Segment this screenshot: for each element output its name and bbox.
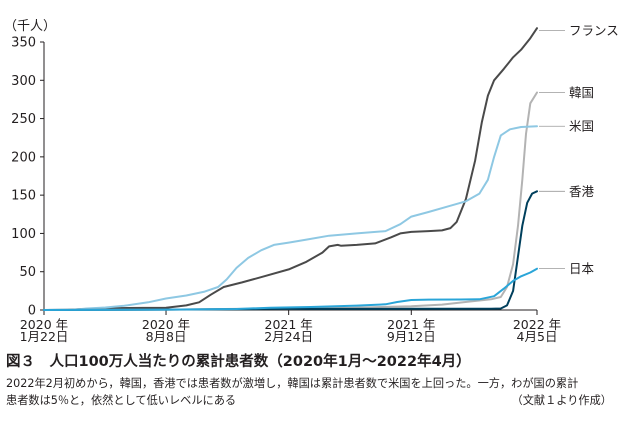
caption-body-line-2: 患者数は5％と，依然として低いレベルにある	[6, 394, 237, 407]
series-line	[43, 27, 538, 311]
series-line	[43, 190, 538, 311]
series-line	[43, 125, 538, 311]
x-tick-label-year: 2022 年	[513, 317, 561, 332]
x-tick-label-date: 1月22日	[20, 329, 69, 344]
y-tick-label: 250	[11, 112, 36, 127]
x-tick-label-date: 9月12日	[387, 329, 436, 344]
figure-source-note: （文献１より作成）	[511, 394, 612, 407]
x-tick-label-date: 4月5日	[517, 329, 558, 344]
y-axis-unit-label: （千人）	[4, 19, 56, 34]
series-label: 韓国	[569, 85, 594, 100]
x-tick-label-year: 2021 年	[265, 317, 313, 332]
series-lines	[43, 27, 538, 311]
x-tick-label-date: 2月24日	[264, 329, 313, 344]
y-tick-label: 0	[28, 304, 36, 319]
y-axis-ticks: 0 50 100 150 200 250 300 350	[11, 36, 44, 319]
y-tick-label: 300	[11, 74, 36, 89]
x-tick-label-year: 2020 年	[20, 317, 68, 332]
y-tick-label: 200	[11, 150, 36, 165]
caption-body-line-1: 2022年2月初めから，韓国，香港では患者数が激増し，韓国は累計患者数で米国を上…	[6, 377, 579, 390]
y-tick-label: 150	[11, 189, 36, 204]
x-tick-label-date: 8月8日	[146, 329, 187, 344]
x-tick-label-year: 2021 年	[387, 317, 435, 332]
series-label: フランス	[569, 23, 618, 38]
figure-caption-title: 図３ 人口100万人当たりの累計患者数（2020年1月〜2022年4月）	[6, 354, 471, 370]
y-tick-label: 50	[19, 265, 36, 280]
series-label: 米国	[569, 119, 594, 134]
y-tick-label: 350	[11, 36, 36, 51]
figure-caption-body: 2022年2月初めから，韓国，香港では患者数が激増し，韓国は累計患者数で米国を上…	[6, 375, 612, 409]
series-label: 日本	[569, 261, 595, 276]
series-label: 香港	[569, 184, 595, 199]
x-tick-label-year: 2020 年	[142, 317, 190, 332]
y-tick-label: 100	[11, 227, 36, 242]
series-line	[43, 267, 538, 311]
